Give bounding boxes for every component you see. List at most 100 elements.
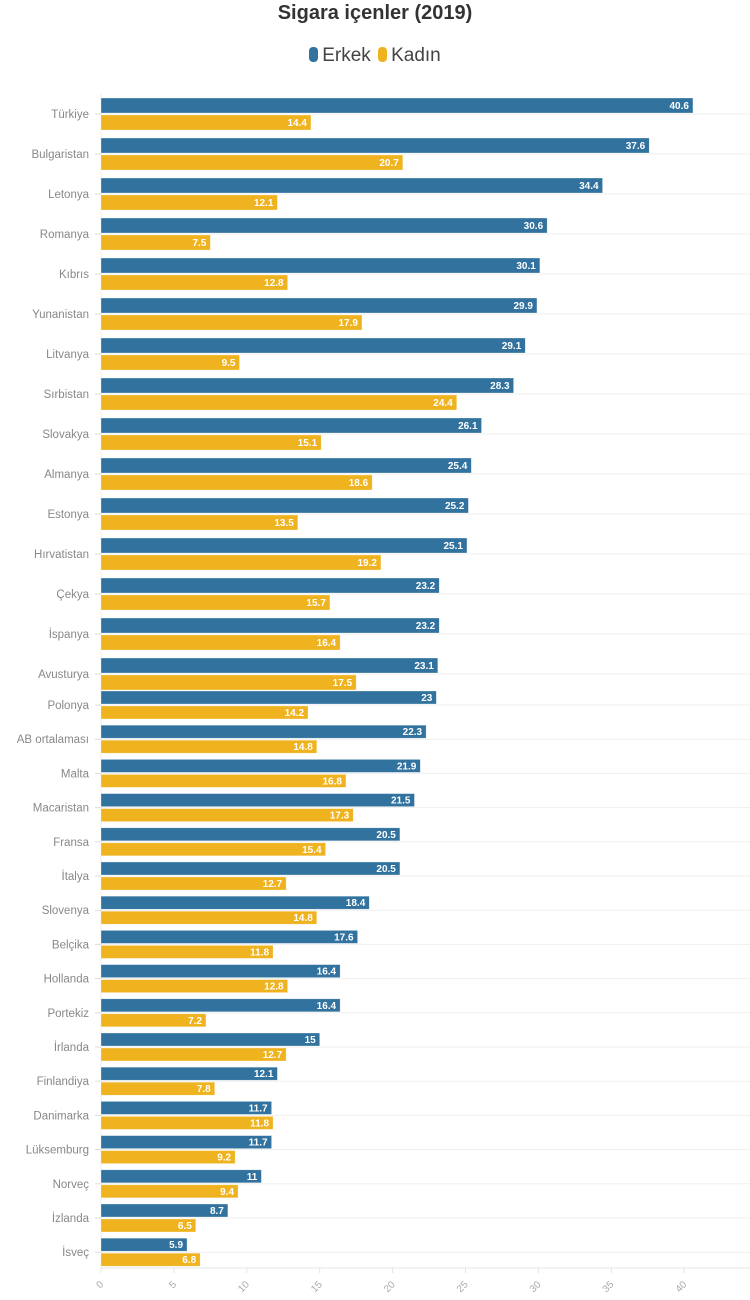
data-label: 12.7 xyxy=(263,1050,283,1061)
category-label: İzlanda xyxy=(52,1212,90,1225)
bar-kadin[interactable] xyxy=(100,1252,201,1267)
bar-erkek[interactable] xyxy=(100,1101,272,1115)
bar-erkek[interactable] xyxy=(100,457,472,474)
bar-kadin[interactable] xyxy=(100,842,326,857)
data-label: 28.3 xyxy=(490,381,510,392)
data-label: 29.9 xyxy=(513,301,533,312)
bar-erkek[interactable] xyxy=(100,577,440,594)
legend-item-kadin[interactable]: Kadın xyxy=(378,45,441,67)
category-label: Slovenya xyxy=(42,905,90,917)
bar-kadin[interactable] xyxy=(100,514,299,531)
data-label: 21.5 xyxy=(391,796,411,807)
bar-erkek[interactable] xyxy=(100,1135,272,1149)
bar-kadin[interactable] xyxy=(100,674,357,691)
bar-kadin[interactable] xyxy=(100,474,373,491)
bar-erkek[interactable] xyxy=(100,377,514,394)
bar-kadin[interactable] xyxy=(100,774,347,788)
bar-erkek[interactable] xyxy=(100,417,482,434)
bar-kadin[interactable] xyxy=(100,394,458,411)
data-label: 22.3 xyxy=(403,727,423,738)
bar-erkek[interactable] xyxy=(100,1032,320,1047)
data-label: 9.2 xyxy=(217,1153,231,1164)
bar-kadin[interactable] xyxy=(100,314,363,331)
legend-label-erkek: Erkek xyxy=(322,45,371,66)
bar-kadin[interactable] xyxy=(100,354,240,371)
category-label: Kıbrıs xyxy=(59,269,89,281)
x-tick-label: 5 xyxy=(167,1279,179,1291)
data-label: 25.1 xyxy=(443,541,463,552)
bar-erkek[interactable] xyxy=(100,177,603,194)
legend-item-erkek[interactable]: Erkek xyxy=(309,45,371,67)
bar-kadin[interactable] xyxy=(100,1013,207,1028)
data-label: 19.2 xyxy=(357,558,377,569)
data-label: 8.7 xyxy=(210,1206,224,1217)
bar-kadin[interactable] xyxy=(100,705,309,720)
bar-erkek[interactable] xyxy=(100,895,370,910)
bar-erkek[interactable] xyxy=(100,827,401,842)
data-label: 16.4 xyxy=(317,967,337,978)
bar-erkek[interactable] xyxy=(100,1203,229,1218)
bar-erkek[interactable] xyxy=(100,617,440,634)
bar-kadin[interactable] xyxy=(100,1184,239,1199)
category-label: Danimarka xyxy=(33,1110,89,1122)
bar-erkek[interactable] xyxy=(100,724,427,739)
category-label: Belçika xyxy=(52,939,90,951)
bar-kadin[interactable] xyxy=(100,1116,274,1130)
data-label: 7.8 xyxy=(197,1084,211,1095)
bar-erkek[interactable] xyxy=(100,217,548,234)
data-label: 23.2 xyxy=(416,581,436,592)
data-label: 17.5 xyxy=(333,678,353,689)
bar-kadin[interactable] xyxy=(100,154,404,171)
legend-label-kadin: Kadın xyxy=(391,45,441,66)
data-label: 23.2 xyxy=(416,621,436,632)
data-label: 11.7 xyxy=(249,1103,268,1114)
x-tick-label: 10 xyxy=(236,1279,252,1295)
bar-erkek[interactable] xyxy=(100,657,439,674)
bar-kadin[interactable] xyxy=(100,1081,216,1096)
bar-erkek[interactable] xyxy=(100,497,469,514)
bar-kadin[interactable] xyxy=(100,434,322,451)
bar-erkek[interactable] xyxy=(100,257,541,274)
bar-kadin[interactable] xyxy=(100,194,278,211)
bar-erkek[interactable] xyxy=(100,793,415,807)
bar-erkek[interactable] xyxy=(100,97,694,114)
bar-erkek[interactable] xyxy=(100,1169,262,1184)
data-label: 20.5 xyxy=(376,830,396,841)
bar-erkek[interactable] xyxy=(100,537,468,554)
bar-kadin[interactable] xyxy=(100,1218,197,1233)
bar-erkek[interactable] xyxy=(100,964,341,978)
bar-kadin[interactable] xyxy=(100,876,287,891)
bar-kadin[interactable] xyxy=(100,945,274,959)
bar-erkek[interactable] xyxy=(100,759,421,773)
bar-kadin[interactable] xyxy=(100,979,288,993)
legend-swatch-kadin xyxy=(378,47,388,62)
bar-kadin[interactable] xyxy=(100,910,318,925)
bar-kadin[interactable] xyxy=(100,554,382,571)
bar-erkek[interactable] xyxy=(100,297,538,314)
data-label: 17.6 xyxy=(334,932,354,943)
bar-erkek[interactable] xyxy=(100,137,650,154)
bar-kadin[interactable] xyxy=(100,1150,236,1164)
bar-kadin[interactable] xyxy=(100,634,341,651)
bar-erkek[interactable] xyxy=(100,690,437,705)
bar-erkek[interactable] xyxy=(100,1237,188,1252)
bar-kadin[interactable] xyxy=(100,114,312,131)
bar-erkek[interactable] xyxy=(100,998,341,1013)
bar-kadin[interactable] xyxy=(100,594,331,611)
bar-erkek[interactable] xyxy=(100,1066,278,1081)
bar-kadin[interactable] xyxy=(100,234,211,251)
bar-erkek[interactable] xyxy=(100,861,401,876)
bar-kadin[interactable] xyxy=(100,808,354,822)
category-label: Litvanya xyxy=(46,349,89,361)
category-label: Slovakya xyxy=(42,429,89,441)
category-label: Fransa xyxy=(53,837,89,849)
category-label: Sırbistan xyxy=(44,389,89,401)
data-label: 15.1 xyxy=(298,438,318,449)
bar-kadin[interactable] xyxy=(100,1047,287,1062)
bar-kadin[interactable] xyxy=(100,739,318,754)
bar-erkek[interactable] xyxy=(100,337,526,354)
bar-kadin[interactable] xyxy=(100,274,288,291)
category-label: Avusturya xyxy=(38,669,90,681)
bar-erkek[interactable] xyxy=(100,930,358,944)
data-label: 11.8 xyxy=(250,1118,269,1129)
